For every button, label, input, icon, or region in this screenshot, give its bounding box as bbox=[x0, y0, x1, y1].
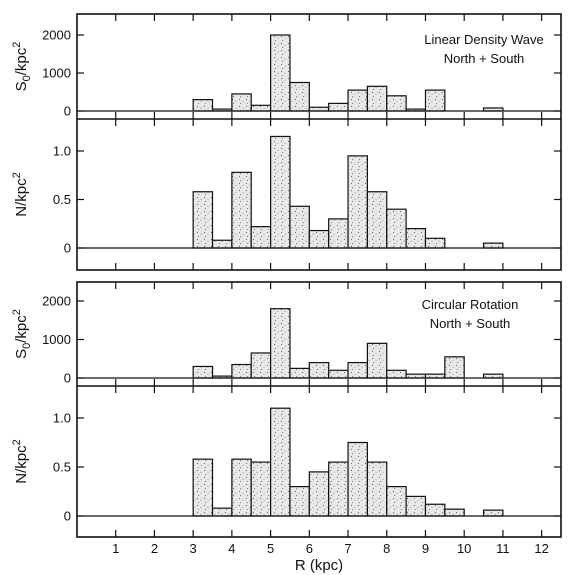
y-tick-label: 0.5 bbox=[53, 460, 71, 475]
bar-4-13 bbox=[424, 503, 446, 517]
bar-4-4 bbox=[250, 461, 272, 517]
bar-2-7 bbox=[308, 229, 330, 249]
bar-3-10 bbox=[366, 342, 388, 379]
bar-4-1 bbox=[192, 458, 214, 517]
bar-2-10 bbox=[366, 191, 388, 249]
panel-annotation: North + South bbox=[430, 316, 511, 331]
y-tick-label: 0 bbox=[64, 104, 71, 119]
bar-2-5 bbox=[270, 135, 291, 249]
x-tick-label: 8 bbox=[383, 541, 390, 556]
bar-1-4 bbox=[250, 104, 272, 112]
y-tick-label: 0 bbox=[64, 241, 71, 256]
bar-4-9 bbox=[347, 441, 369, 517]
bar-4-7 bbox=[308, 471, 330, 517]
y-axis-title: N/kpc2 bbox=[11, 172, 30, 216]
x-tick-label: 2 bbox=[151, 541, 158, 556]
bar-4-3 bbox=[231, 458, 252, 517]
bar-1-1 bbox=[192, 98, 214, 112]
y-axis-title: N/kpc2 bbox=[11, 439, 30, 483]
bar-4-2 bbox=[211, 507, 233, 517]
bar-3-1 bbox=[192, 365, 214, 379]
x-tick-label: 7 bbox=[344, 541, 351, 556]
bar-2-8 bbox=[328, 218, 349, 249]
bar-2-4 bbox=[250, 226, 272, 249]
x-tick-label: 11 bbox=[496, 541, 510, 556]
bar-4-11 bbox=[386, 486, 407, 517]
bar-2-11 bbox=[386, 208, 407, 249]
y-tick-label: 0.5 bbox=[53, 192, 71, 207]
panel-frame-1 bbox=[76, 13, 562, 271]
bar-2-1 bbox=[192, 191, 214, 249]
y-tick-label: 0 bbox=[64, 509, 71, 524]
bar-2-16 bbox=[482, 242, 504, 249]
bar-1-8 bbox=[328, 102, 349, 112]
x-tick-label: 4 bbox=[228, 541, 235, 556]
bar-2-2 bbox=[211, 239, 233, 249]
bar-3-8 bbox=[328, 369, 349, 379]
bar-4-10 bbox=[366, 461, 388, 517]
axes bbox=[77, 14, 561, 537]
panel-annotation: Circular Rotation bbox=[422, 297, 519, 312]
bar-1-5 bbox=[270, 34, 291, 112]
x-tick-label: 10 bbox=[457, 541, 471, 556]
panel-annotation: North + South bbox=[444, 51, 525, 66]
bar-4-12 bbox=[405, 495, 427, 517]
bar-2-3 bbox=[231, 171, 252, 249]
x-tick-label: 5 bbox=[267, 541, 274, 556]
bar-4-8 bbox=[328, 461, 349, 517]
x-tick-label: 3 bbox=[190, 541, 197, 556]
x-tick-label: 6 bbox=[306, 541, 313, 556]
x-axis-title: R (kpc) bbox=[295, 557, 343, 574]
bar-1-3 bbox=[231, 93, 252, 112]
y-tick-label: 2000 bbox=[42, 28, 71, 43]
x-tick-label: 9 bbox=[422, 541, 429, 556]
bar-2-12 bbox=[405, 228, 427, 249]
panel-annotation: Linear Density Wave bbox=[424, 32, 543, 47]
bar-2-9 bbox=[347, 155, 369, 249]
bar-4-5 bbox=[270, 407, 291, 517]
bar-3-6 bbox=[289, 367, 310, 379]
y-axis-title: S0/kpc2 bbox=[11, 42, 33, 92]
x-tick-label: 12 bbox=[534, 541, 548, 556]
bar-2-6 bbox=[289, 205, 310, 249]
histogram-bars bbox=[192, 34, 504, 517]
x-tick-label: 1 bbox=[112, 541, 119, 556]
bar-1-13 bbox=[424, 89, 446, 112]
bar-1-10 bbox=[366, 85, 388, 112]
bar-3-14 bbox=[444, 356, 465, 379]
y-tick-label: 0 bbox=[64, 371, 71, 386]
bar-2-13 bbox=[424, 237, 446, 249]
bar-1-11 bbox=[386, 95, 407, 112]
y-tick-label: 2000 bbox=[42, 294, 71, 309]
bar-4-6 bbox=[289, 486, 310, 517]
y-axis-title: S0/kpc2 bbox=[11, 309, 33, 359]
bar-1-6 bbox=[289, 81, 310, 112]
bar-3-9 bbox=[347, 362, 369, 379]
y-tick-label: 1000 bbox=[42, 332, 71, 347]
y-tick-label: 1.0 bbox=[53, 144, 71, 159]
panel-frames bbox=[76, 13, 562, 538]
bar-4-14 bbox=[444, 508, 465, 517]
bar-4-16 bbox=[482, 509, 504, 517]
y-tick-label: 1.0 bbox=[53, 411, 71, 426]
bar-3-5 bbox=[270, 308, 291, 379]
bar-1-9 bbox=[347, 89, 369, 112]
bar-3-4 bbox=[250, 352, 272, 379]
bar-3-3 bbox=[231, 363, 252, 379]
panel-frame-2 bbox=[76, 281, 562, 538]
bar-3-11 bbox=[386, 369, 407, 379]
bar-3-7 bbox=[308, 362, 330, 379]
y-tick-label: 1000 bbox=[42, 66, 71, 81]
